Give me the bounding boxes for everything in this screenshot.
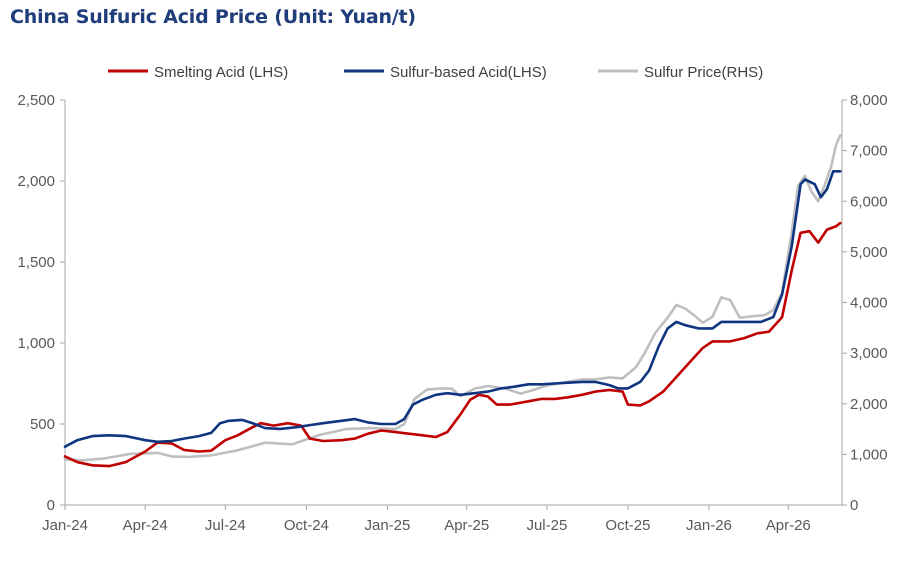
x-tick-label: Oct-24	[284, 517, 329, 534]
y-right-tick-label: 2,000	[850, 396, 888, 413]
x-tick-label: Jul-25	[526, 517, 567, 534]
series-line-0	[63, 221, 842, 468]
x-tick-label: Jan-25	[364, 517, 410, 534]
y-left-tick-label: 1,500	[17, 254, 55, 271]
x-tick-label: Apr-25	[444, 517, 489, 534]
y-right-tick-label: 7,000	[850, 143, 888, 160]
x-tick-label: Apr-24	[123, 517, 168, 534]
tick-labels: 0 500 1,000 1,500 2,000 2,500 0 1,000 2,000 3,000…	[17, 92, 887, 534]
series-line-2	[63, 134, 842, 462]
x-tick-label: Oct-25	[605, 517, 650, 534]
y-right-tick-label: 0	[850, 497, 858, 514]
series-line-1	[63, 170, 842, 448]
legend: Smelting Acid (LHS) Sulfur-based Acid(LHS…	[108, 64, 763, 81]
axes	[60, 99, 847, 510]
x-tick-label: Jul-24	[205, 517, 246, 534]
y-left-tick-label: 1,000	[17, 335, 55, 352]
y-right-tick-label: 6,000	[850, 193, 888, 210]
y-left-tick-label: 0	[47, 497, 55, 514]
y-left-tick-label: 2,000	[17, 173, 55, 190]
y-right-tick-label: 8,000	[850, 92, 888, 109]
y-left-tick-label: 2,500	[17, 92, 55, 109]
y-right-tick-label: 3,000	[850, 345, 888, 362]
series-lines	[63, 134, 842, 468]
x-tick-label: Apr-26	[766, 517, 811, 534]
legend-label: Smelting Acid (LHS)	[154, 64, 288, 81]
x-tick-label: Jan-26	[686, 517, 732, 534]
y-right-tick-label: 5,000	[850, 244, 888, 261]
y-right-tick-label: 4,000	[850, 295, 888, 312]
chart-title: China Sulfuric Acid Price (Unit: Yuan/t)	[10, 6, 416, 28]
x-tick-label: Jan-24	[42, 517, 88, 534]
y-right-tick-label: 1,000	[850, 446, 888, 463]
legend-label: Sulfur Price(RHS)	[644, 64, 763, 81]
y-left-tick-label: 500	[30, 416, 55, 433]
legend-label: Sulfur-based Acid(LHS)	[390, 64, 547, 81]
